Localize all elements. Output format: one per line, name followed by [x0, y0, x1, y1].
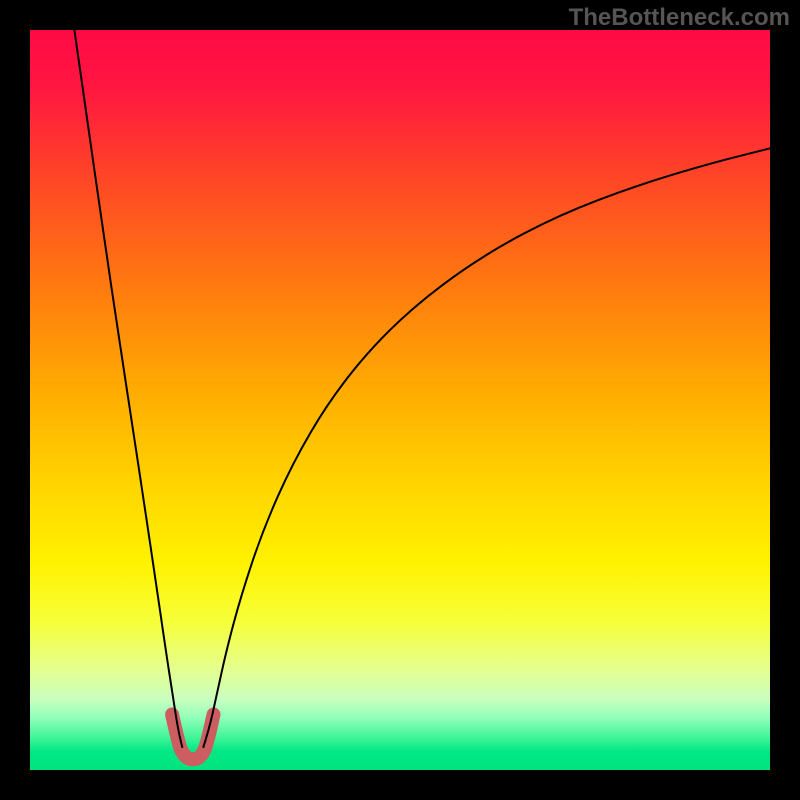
notch-dot [174, 743, 187, 756]
gradient-background [30, 30, 770, 770]
plot-area [30, 30, 770, 770]
watermark-text: TheBottleneck.com [569, 4, 790, 32]
notch-dot [199, 743, 212, 756]
